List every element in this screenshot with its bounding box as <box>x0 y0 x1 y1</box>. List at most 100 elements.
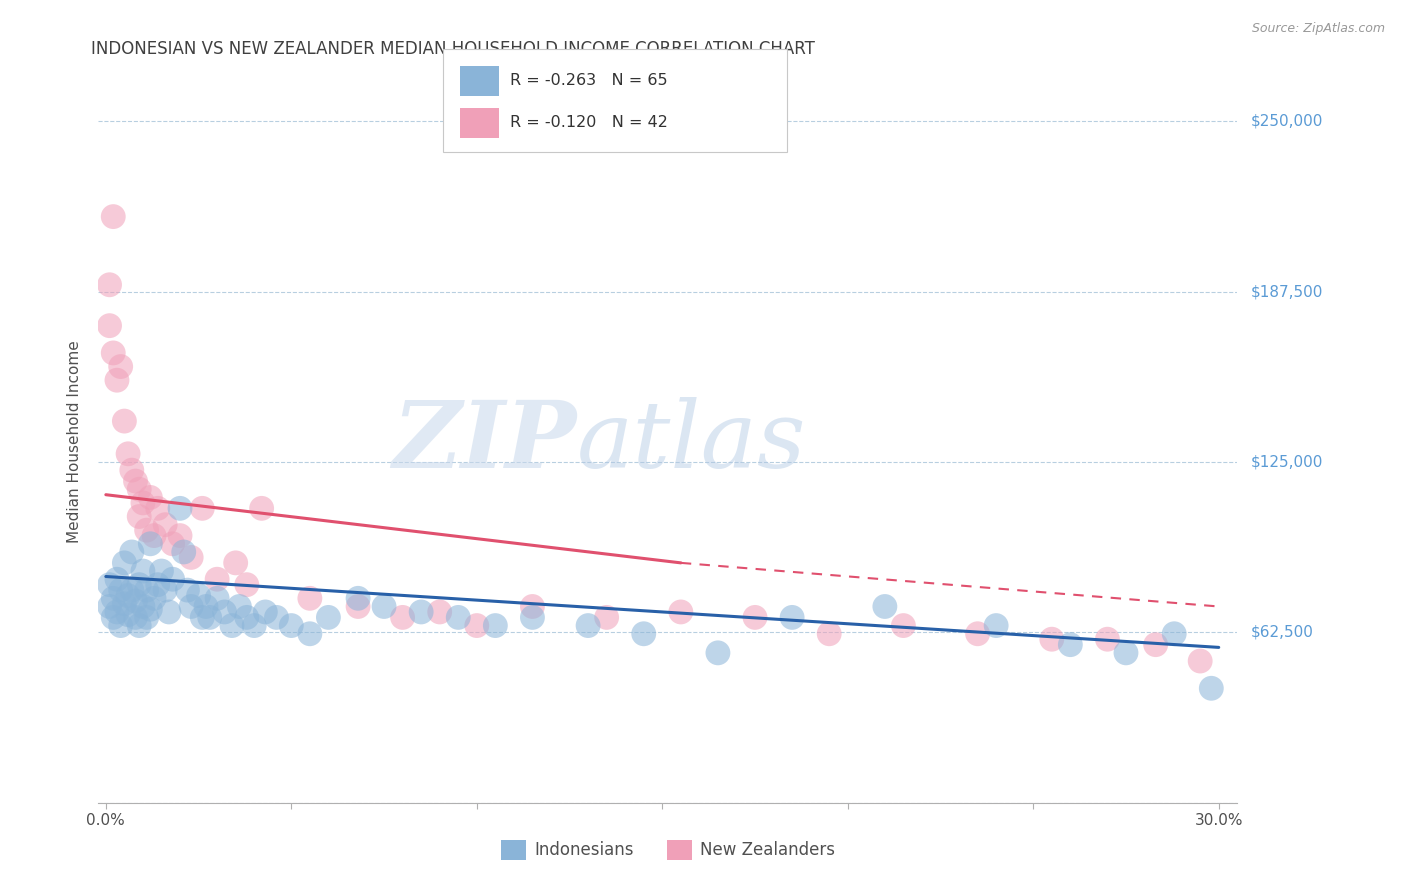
Point <box>143 528 166 542</box>
Point <box>873 599 896 614</box>
Point <box>105 572 128 586</box>
Point <box>447 610 470 624</box>
Point <box>1059 638 1081 652</box>
Point <box>121 583 143 598</box>
Point <box>143 591 166 606</box>
Point <box>1040 632 1063 647</box>
Point <box>966 626 988 640</box>
Point <box>225 556 247 570</box>
Point <box>176 583 198 598</box>
Point <box>1189 654 1212 668</box>
Point <box>128 618 150 632</box>
Point <box>98 318 121 333</box>
Point <box>280 618 302 632</box>
Y-axis label: Median Household Income: Median Household Income <box>67 340 83 543</box>
Point <box>298 591 321 606</box>
Point <box>121 463 143 477</box>
Point <box>180 599 202 614</box>
Point <box>180 550 202 565</box>
Point <box>112 597 135 611</box>
Point <box>103 591 125 606</box>
Point <box>103 210 125 224</box>
Point <box>205 591 228 606</box>
Point <box>117 607 139 622</box>
Point <box>669 605 692 619</box>
Point <box>744 610 766 624</box>
Point <box>98 599 121 614</box>
Text: $62,500: $62,500 <box>1251 625 1315 640</box>
Text: ZIP: ZIP <box>392 397 576 486</box>
Point <box>153 583 176 598</box>
Point <box>465 618 488 632</box>
Point <box>818 626 841 640</box>
Point <box>169 528 191 542</box>
Point <box>110 359 132 374</box>
Point <box>1115 646 1137 660</box>
Text: $187,500: $187,500 <box>1251 284 1323 299</box>
Point <box>162 537 184 551</box>
Point <box>139 537 162 551</box>
Point <box>298 626 321 640</box>
Text: Source: ZipAtlas.com: Source: ZipAtlas.com <box>1251 22 1385 36</box>
Point <box>128 577 150 591</box>
Point <box>780 610 803 624</box>
Point <box>162 572 184 586</box>
Point <box>1201 681 1223 696</box>
Point <box>429 605 451 619</box>
Point <box>236 577 259 591</box>
Point <box>117 447 139 461</box>
Text: R = -0.263   N = 65: R = -0.263 N = 65 <box>510 73 668 87</box>
Point <box>195 599 218 614</box>
Point <box>157 605 180 619</box>
Point <box>150 564 173 578</box>
Point <box>1163 626 1185 640</box>
Point <box>117 589 139 603</box>
Point <box>576 618 599 632</box>
Point <box>146 501 169 516</box>
Point <box>128 509 150 524</box>
Point <box>128 482 150 496</box>
Point <box>132 564 155 578</box>
Point <box>124 610 146 624</box>
Point <box>595 610 617 624</box>
Point <box>124 594 146 608</box>
Point <box>347 599 370 614</box>
Point <box>135 610 157 624</box>
Point <box>191 610 214 624</box>
Point <box>254 605 277 619</box>
Point <box>250 501 273 516</box>
Point <box>110 583 132 598</box>
Text: atlas: atlas <box>576 397 806 486</box>
Point <box>236 610 259 624</box>
Point <box>121 545 143 559</box>
Point <box>105 605 128 619</box>
Point <box>112 414 135 428</box>
Point <box>318 610 340 624</box>
Point <box>98 277 121 292</box>
Point <box>522 599 544 614</box>
Point <box>135 523 157 537</box>
Point <box>105 373 128 387</box>
Point <box>522 610 544 624</box>
Point <box>986 618 1008 632</box>
Point <box>110 618 132 632</box>
Point <box>411 605 433 619</box>
Point <box>1144 638 1167 652</box>
Point <box>1097 632 1119 647</box>
Text: $250,000: $250,000 <box>1251 113 1323 128</box>
Text: INDONESIAN VS NEW ZEALANDER MEDIAN HOUSEHOLD INCOME CORRELATION CHART: INDONESIAN VS NEW ZEALANDER MEDIAN HOUSE… <box>91 40 815 58</box>
Point <box>243 618 266 632</box>
Point <box>707 646 730 660</box>
Point <box>205 572 228 586</box>
Point <box>173 545 195 559</box>
Point <box>169 501 191 516</box>
Point <box>198 610 221 624</box>
Point <box>112 556 135 570</box>
Point <box>214 605 236 619</box>
Point <box>124 474 146 488</box>
Point <box>893 618 915 632</box>
Point <box>228 599 250 614</box>
Point <box>191 501 214 516</box>
Point <box>391 610 413 624</box>
Text: R = -0.120   N = 42: R = -0.120 N = 42 <box>510 115 668 129</box>
